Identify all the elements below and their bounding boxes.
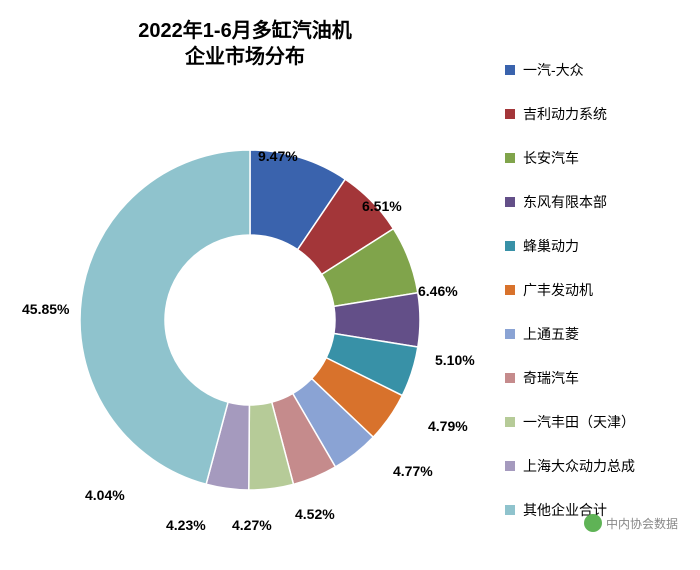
slice-label: 4.23% [166, 517, 206, 533]
legend-label: 奇瑞汽车 [523, 368, 579, 388]
legend-item: 长安汽车 [505, 148, 685, 168]
watermark: 中内协会数据 [584, 514, 678, 532]
legend-item: 东风有限本部 [505, 192, 685, 212]
watermark-text: 中内协会数据 [606, 515, 678, 532]
slice-label: 45.85% [22, 301, 69, 317]
slice-label: 4.27% [232, 517, 272, 533]
legend-swatch [505, 241, 515, 251]
legend-swatch [505, 329, 515, 339]
donut-svg [0, 70, 500, 570]
legend-label: 一汽丰田（天津） [523, 412, 635, 432]
legend-label: 东风有限本部 [523, 192, 607, 212]
legend-swatch [505, 417, 515, 427]
legend-swatch [505, 373, 515, 383]
watermark-icon [584, 514, 602, 532]
slice-label: 5.10% [435, 352, 475, 368]
legend-swatch [505, 109, 515, 119]
legend-item: 一汽-大众 [505, 60, 685, 80]
legend-label: 上海大众动力总成 [523, 456, 635, 476]
legend-label: 吉利动力系统 [523, 104, 607, 124]
title-line-2: 企业市场分布 [185, 46, 305, 68]
slice-label: 4.04% [85, 487, 125, 503]
slice-label: 6.51% [362, 198, 402, 214]
legend-item: 上海大众动力总成 [505, 456, 685, 476]
legend-item: 奇瑞汽车 [505, 368, 685, 388]
donut-chart: 2022年1-6月多缸汽油机 企业市场分布 9.47% 6.51% 6.46% 5.1… [0, 0, 700, 550]
legend-label: 长安汽车 [523, 148, 579, 168]
chart-title: 2022年1-6月多缸汽油机 企业市场分布 [0, 18, 490, 70]
slice-label: 4.52% [295, 506, 335, 522]
legend-item: 一汽丰田（天津） [505, 412, 685, 432]
legend-item: 吉利动力系统 [505, 104, 685, 124]
legend-item: 上通五菱 [505, 324, 685, 344]
legend-swatch [505, 197, 515, 207]
slice-label: 6.46% [418, 283, 458, 299]
legend-label: 蜂巢动力 [523, 236, 579, 256]
legend-swatch [505, 461, 515, 471]
legend-swatch [505, 65, 515, 75]
legend: 一汽-大众吉利动力系统长安汽车东风有限本部蜂巢动力广丰发动机上通五菱奇瑞汽车一汽… [505, 60, 685, 544]
legend-label: 一汽-大众 [523, 60, 584, 80]
title-line-1: 2022年1-6月多缸汽油机 [138, 20, 351, 42]
slice-label: 9.47% [258, 148, 298, 164]
legend-item: 蜂巢动力 [505, 236, 685, 256]
slice-label: 4.79% [428, 418, 468, 434]
legend-item: 广丰发动机 [505, 280, 685, 300]
legend-swatch [505, 285, 515, 295]
legend-label: 上通五菱 [523, 324, 579, 344]
legend-swatch [505, 505, 515, 515]
slice-label: 4.77% [393, 463, 433, 479]
legend-swatch [505, 153, 515, 163]
legend-label: 广丰发动机 [523, 280, 593, 300]
